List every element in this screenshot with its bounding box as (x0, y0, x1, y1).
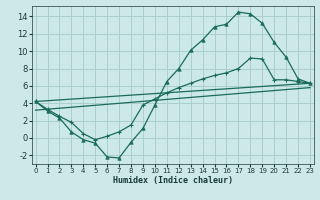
X-axis label: Humidex (Indice chaleur): Humidex (Indice chaleur) (113, 176, 233, 185)
